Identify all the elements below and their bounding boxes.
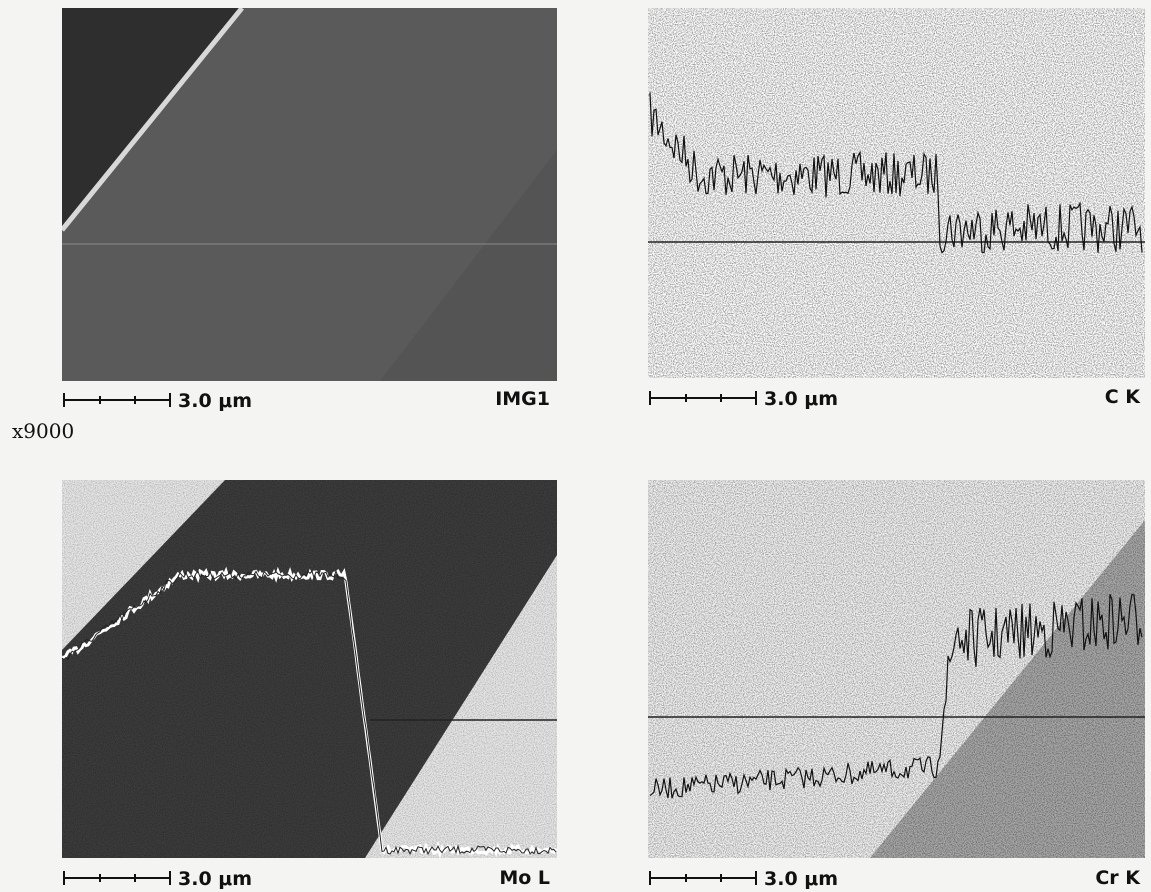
- scale-label: 3.0 μm: [178, 868, 252, 890]
- line-scan: [61, 569, 557, 856]
- cr-k-map: [648, 480, 1145, 858]
- scale-label: 3.0 μm: [764, 388, 838, 410]
- panel-label: C K: [1105, 386, 1142, 408]
- panel-label: Mo L: [499, 867, 550, 889]
- c-k-map: [648, 8, 1145, 378]
- mo-l-map: [62, 480, 557, 858]
- line-scan: [649, 593, 1143, 799]
- scale-bars: [63, 391, 757, 885]
- scale-label: 3.0 μm: [764, 868, 838, 890]
- line-scans: [61, 92, 1143, 860]
- scale-label: 3.0 μm: [178, 390, 252, 412]
- line-scan: [649, 92, 1143, 254]
- panel-label: Cr K: [1095, 867, 1141, 889]
- sem-image: [62, 8, 557, 381]
- panel-label: IMG1: [495, 388, 550, 410]
- magnification: x9000: [12, 419, 74, 443]
